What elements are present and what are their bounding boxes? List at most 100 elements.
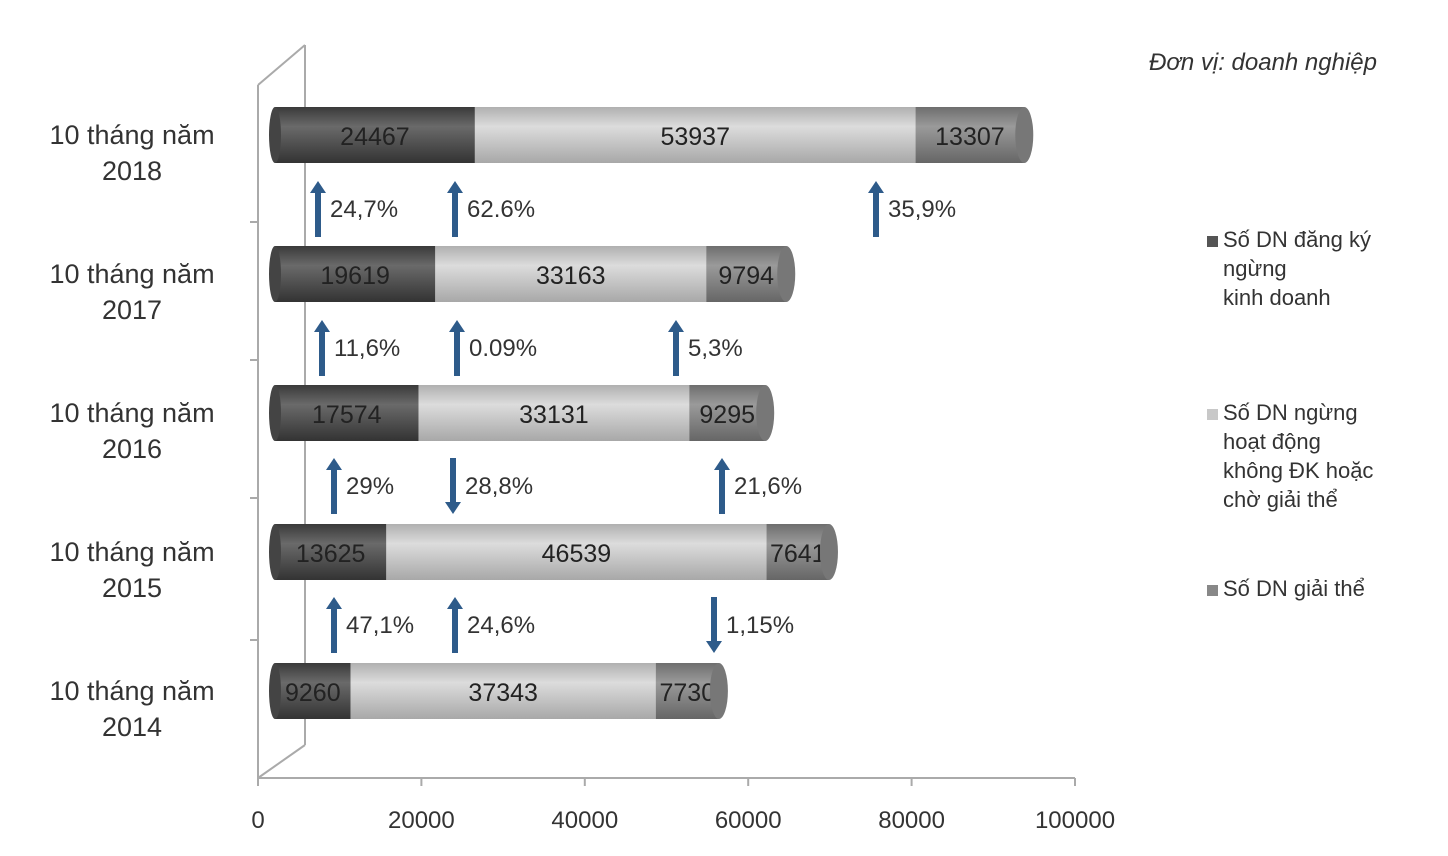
arrow-up-icon <box>326 458 342 514</box>
legend-label: Số DN đăng ký ngừng kinh doanh <box>1223 227 1371 310</box>
bar-segment <box>689 385 766 441</box>
change-indicator: 5,3% <box>668 320 743 376</box>
change-indicator: 1,15% <box>706 597 794 653</box>
change-label: 47,1% <box>346 612 414 639</box>
bar-end-cap <box>1015 107 1034 163</box>
arrow-up-icon <box>447 597 463 653</box>
floor-edge <box>257 744 306 779</box>
change-indicator: 29% <box>326 458 394 514</box>
data-label: 9295 <box>699 401 755 429</box>
bar-segment <box>418 385 690 441</box>
change-indicator: 24,6% <box>447 597 535 653</box>
change-indicator: 21,6% <box>714 458 802 514</box>
data-label: 17574 <box>312 401 382 429</box>
arrow-up-icon <box>447 181 463 237</box>
bar-segment <box>706 246 787 302</box>
change-label: 21,6% <box>734 473 802 500</box>
change-label: 11,6% <box>334 335 400 362</box>
arrow-up-icon <box>326 597 342 653</box>
bar-end-cap <box>709 663 728 719</box>
legend-label: Số DN giải thể <box>1223 576 1365 601</box>
change-label: 35,9% <box>888 196 956 223</box>
bar-segment <box>275 107 475 163</box>
legend-label: Số DN ngừng hoạt động không ĐK hoặc chờ giả… <box>1223 400 1373 512</box>
bar-segment <box>655 663 719 719</box>
legend-item: Số DN giải thể <box>1207 576 1365 601</box>
bar-2014: 9260 37343 7730 <box>269 663 728 719</box>
change-label: 28,8% <box>465 473 533 500</box>
data-label: 13625 <box>296 540 366 568</box>
change-label: 29% <box>346 473 394 500</box>
bar-2017: 19619 33163 9794 <box>269 246 796 302</box>
change-indicator: 35,9% <box>868 181 956 237</box>
bar-start-cap <box>269 385 281 441</box>
bar-end-cap <box>819 524 838 580</box>
bar-end-cap <box>777 246 796 302</box>
change-indicator: 62.6% <box>447 181 535 237</box>
back-wall-top <box>257 44 306 86</box>
bar-segment <box>275 385 419 441</box>
arrow-down-icon <box>445 458 461 514</box>
bar-segment <box>915 107 1025 163</box>
bar-2018: 24467 53937 13307 <box>269 107 1034 163</box>
bar-start-cap <box>269 107 281 163</box>
bar-end-cap <box>756 385 775 441</box>
change-indicator: 11,6% <box>314 320 400 376</box>
arrow-up-icon <box>449 320 465 376</box>
change-label: 0.09% <box>469 335 537 362</box>
data-label: 24467 <box>340 123 410 151</box>
bar-2016: 17574 33131 9295 <box>269 385 775 441</box>
legend: Số DN đăng ký ngừng kinh doanh Số DN ngừng h… <box>1207 227 1373 601</box>
category-label: 10 tháng năm 2015 <box>49 537 214 603</box>
x-tick-label: 100000 <box>1035 807 1115 834</box>
bar-segment <box>275 663 351 719</box>
bar-start-cap <box>269 246 281 302</box>
data-label: 13307 <box>935 123 1005 151</box>
category-label: 10 tháng năm 2017 <box>49 259 214 325</box>
bar-segment <box>350 663 656 719</box>
arrow-up-icon <box>868 181 884 237</box>
x-tick-label: 60000 <box>715 807 782 834</box>
bar-segment <box>766 524 829 580</box>
legend-item: Số DN đăng ký ngừng kinh doanh <box>1207 227 1371 310</box>
change-indicator: 28,8% <box>445 458 533 514</box>
bar-segment <box>275 524 387 580</box>
arrow-up-icon <box>314 320 330 376</box>
arrow-up-icon <box>668 320 684 376</box>
change-label: 1,15% <box>726 612 794 639</box>
arrow-down-icon <box>706 597 722 653</box>
x-tick-label: 80000 <box>878 807 945 834</box>
change-indicator: 0.09% <box>449 320 537 376</box>
arrow-up-icon <box>310 181 326 237</box>
data-label: 9260 <box>285 679 341 707</box>
category-label: 10 tháng năm 2014 <box>49 676 214 742</box>
data-label: 33163 <box>536 262 606 290</box>
data-label: 19619 <box>320 262 390 290</box>
data-label: 33131 <box>519 401 589 429</box>
bar-segment <box>474 107 916 163</box>
data-label: 7730 <box>660 679 716 707</box>
x-tick-label: 40000 <box>551 807 618 834</box>
bar-start-cap <box>269 524 281 580</box>
data-label: 37343 <box>468 679 538 707</box>
data-label: 53937 <box>660 123 730 151</box>
data-label: 9794 <box>718 262 774 290</box>
legend-item: Số DN ngừng hoạt động không ĐK hoặc chờ giả… <box>1207 400 1373 512</box>
bar-segment <box>435 246 707 302</box>
bar-segment <box>386 524 767 580</box>
change-label: 62.6% <box>467 196 535 223</box>
arrow-up-icon <box>714 458 730 514</box>
category-label: 10 tháng năm 2018 <box>49 120 214 186</box>
category-label: 10 tháng năm 2016 <box>49 398 214 464</box>
change-indicator: 24,7% <box>310 181 398 237</box>
legend-swatch <box>1207 585 1218 596</box>
change-label: 5,3% <box>688 335 743 362</box>
bar-start-cap <box>269 663 281 719</box>
bar-segment <box>275 246 436 302</box>
change-indicator: 47,1% <box>326 597 414 653</box>
unit-note: Đơn vị: doanh nghiệp <box>1149 49 1377 76</box>
legend-swatch <box>1207 409 1218 420</box>
change-label: 24,6% <box>467 612 535 639</box>
change-label: 24,7% <box>330 196 398 223</box>
